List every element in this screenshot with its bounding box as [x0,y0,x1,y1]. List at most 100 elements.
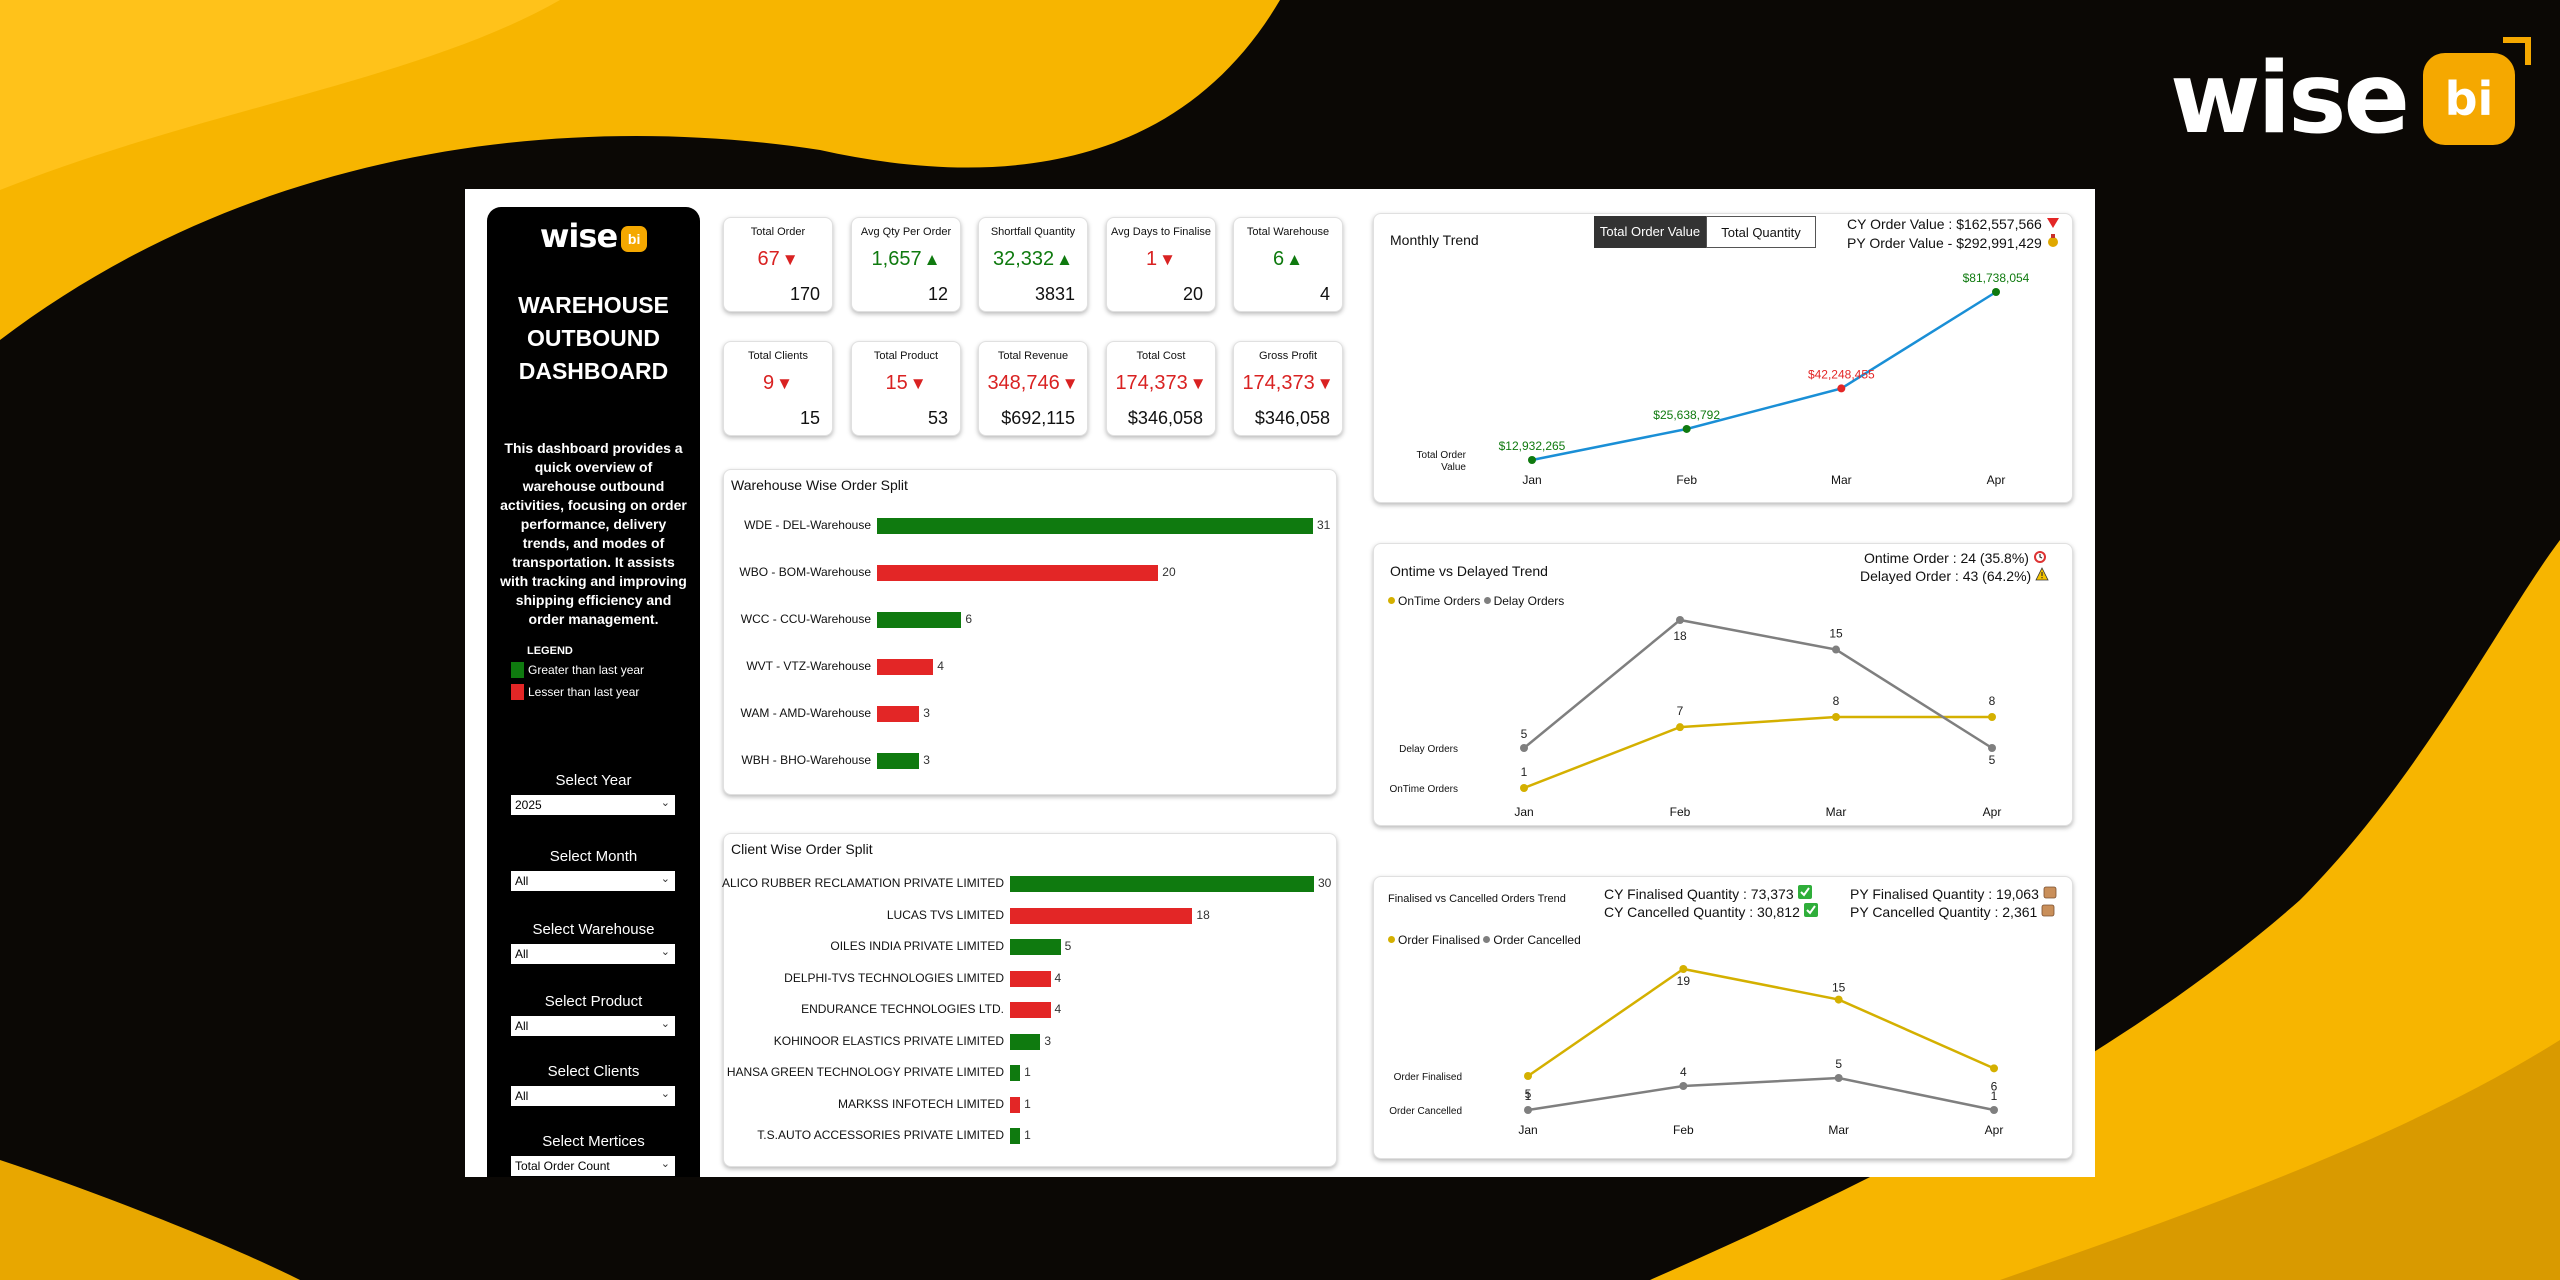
bar[interactable] [1010,939,1061,955]
metrics-dropdown[interactable]: Total Order Count ⌄ [511,1156,675,1176]
kpi-prior-value: 170 [789,284,820,304]
arrow-down-icon: ▼ [781,250,799,269]
kpi-prior-value: $346,058 [1254,408,1330,428]
data-point [1676,723,1684,732]
delayed-order-text: Delayed Order : 43 (64.2%) [1860,568,2032,584]
bar-label: WBO - BOM-Warehouse [739,565,871,579]
bar-value-label: 1 [1024,1096,1031,1111]
year-dropdown[interactable]: 2025 ⌄ [511,795,675,815]
bar-value-label: 5 [1064,939,1072,953]
sidebar-logo-word: wise [539,217,618,255]
kpi-card-total-order: Total Order 67 ▼ 170 [723,217,833,312]
bar-value-label: 20 [1162,565,1176,579]
monthly-trend-panel: Monthly Trend Total Order Value Total Qu… [1373,213,2073,503]
data-label: 1 [1991,1089,1998,1103]
legend-greater: Greater than last year [511,662,644,678]
bar-label: LUCAS TVS LIMITED [886,907,1004,922]
data-label: 1 [1525,1089,1532,1103]
data-point [1524,1106,1532,1114]
kpi-title: Avg Qty Per Order [860,226,952,238]
x-axis-label: Feb [1673,1123,1694,1137]
kpi-prior-value: 53 [927,408,948,428]
kpi-prior-value: 15 [799,408,820,428]
chevron-down-icon: ⌄ [660,797,670,809]
bar-value-label: 18 [1196,907,1210,922]
series-line [1523,715,1992,790]
bar[interactable] [1010,1033,1041,1050]
data-label: $12,932,265 [1499,439,1566,453]
legend-heading: LEGEND [527,645,573,657]
sidebar-logo-badge: bi [621,226,648,252]
bar-label: KOHINOOR ELASTICS PRIVATE LIMITED [773,1033,1004,1048]
ontime-legend: OnTime Orders Delay Orders [1388,594,1564,608]
x-axis-label: Jan [1522,473,1541,487]
arrow-down-icon: ▼ [1316,374,1334,393]
series-line [1531,290,1997,462]
data-point [1834,1074,1843,1082]
legend-dot-icon [1388,597,1395,604]
kpi-value: 174,373 ▼ [1107,372,1215,395]
clients-dropdown[interactable]: All ⌄ [511,1086,675,1106]
brand-logo: wise bi [2170,37,2531,148]
dashboard: wise bi WAREHOUSE OUTBOUND DASHBOARD This… [465,189,2095,1177]
month-dropdown-value: All [515,874,529,888]
bar[interactable] [877,659,934,675]
arrow-down-icon: ▼ [1189,374,1207,393]
legend-greater-label: Greater than last year [528,663,645,677]
ontime-order-text: Ontime Order : 24 (35.8%) [1864,550,2029,566]
toggle-total-order-value[interactable]: Total Order Value [1594,216,1706,248]
series-axis-label: Order Finalised [1394,1072,1462,1083]
data-point [1837,384,1846,393]
bar[interactable] [1010,1096,1021,1113]
bar[interactable] [1010,1128,1021,1144]
kpi-card-avg-days-to-finalise: Avg Days to Finalise 1 ▼ 20 [1106,217,1216,312]
year-dropdown-value: 2025 [515,798,542,812]
data-label: 18 [1673,629,1687,643]
x-axis-label: Apr [1987,473,2006,487]
brand-badge: bi [2422,37,2531,145]
chevron-down-icon: ⌄ [660,1088,670,1100]
bar[interactable] [1010,970,1051,987]
kpi-prior-value: 12 [927,284,948,304]
clients-dropdown-value: All [515,1089,529,1103]
kpi-card-total-product: Total Product 15 ▼ 53 [851,341,961,436]
data-label: 4 [1680,1065,1687,1079]
chevron-down-icon: ⌄ [660,1018,670,1030]
kpi-card-total-clients: Total Clients 9 ▼ 15 [723,341,833,436]
check-icon [1803,903,1818,917]
bar-value-label: 3 [923,706,930,720]
filter-metrics-label: Select Mertices [542,1133,645,1150]
warehouse-dropdown[interactable]: All ⌄ [511,944,675,964]
toggle-total-quantity[interactable]: Total Quantity [1706,216,1816,248]
data-point [1679,1082,1688,1090]
bar[interactable] [1010,1065,1021,1081]
bar[interactable] [877,565,1159,581]
bar-value-label: 4 [1054,970,1062,985]
bar[interactable] [877,518,1313,534]
bar[interactable] [877,612,962,628]
bar[interactable] [1010,876,1314,892]
ontime-trend-title: Ontime vs Delayed Trend [1390,563,1548,579]
bar-value-label: 1 [1024,1065,1031,1079]
filter-product-label: Select Product [544,993,643,1010]
kpi-card-total-cost: Total Cost 174,373 ▼ $346,058 [1106,341,1216,436]
delayed-order-summary: Delayed Order : 43 (64.2%) [1860,567,2049,584]
series-line [1527,1076,1995,1112]
legend-ontime-label: OnTime Orders [1398,594,1481,608]
bar-label: WVT - VTZ-Warehouse [746,659,871,673]
metrics-dropdown-value: Total Order Count [515,1159,610,1173]
bar[interactable] [1010,907,1193,924]
data-label: $42,248,455 [1808,367,1875,381]
kpi-value-text: 6 [1273,248,1285,270]
data-label: 15 [1832,981,1846,995]
bar[interactable] [877,706,920,722]
arrow-down-icon: ▼ [909,374,927,393]
data-point [1990,1106,1998,1114]
product-dropdown[interactable]: All ⌄ [511,1016,675,1036]
y-axis-label: Total Order [1417,450,1467,461]
bar[interactable] [877,753,920,769]
bar-label: WAM - AMD-Warehouse [740,706,871,720]
py-finalised-summary: PY Finalised Quantity : 19,063 [1850,885,2057,902]
bar[interactable] [1010,1002,1051,1018]
month-dropdown[interactable]: All ⌄ [511,871,675,891]
